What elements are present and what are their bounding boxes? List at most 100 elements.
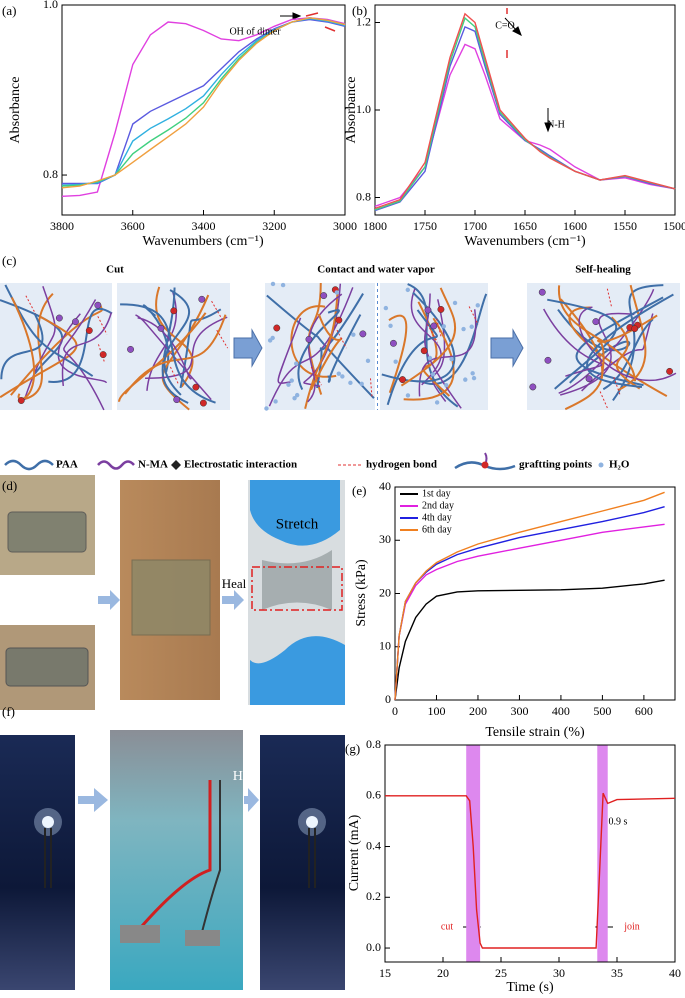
legend-label: 6th day xyxy=(422,524,452,535)
y-tick-label: 0.8 xyxy=(356,189,371,203)
x-tick-label: 1700 xyxy=(463,219,487,233)
water xyxy=(270,281,276,287)
grafting-point xyxy=(437,305,445,313)
legend-label: Electrostatic interaction xyxy=(184,459,297,471)
polymer-chain xyxy=(400,287,457,387)
polymer-chain xyxy=(24,293,54,401)
grafting-point xyxy=(666,367,674,375)
grafting-point xyxy=(430,322,438,330)
water xyxy=(294,361,299,366)
legend-label: 4th day xyxy=(422,512,452,523)
polymer-chain xyxy=(0,312,44,380)
water xyxy=(388,323,393,328)
water xyxy=(286,382,291,387)
hydrogen-bond xyxy=(97,316,108,335)
y-axis-label: Absorbance xyxy=(8,77,23,144)
step-label: Self-healing xyxy=(575,264,631,276)
hydrogen-bond xyxy=(25,295,36,314)
polymer-chain xyxy=(568,306,668,398)
annotation: cut xyxy=(441,921,453,932)
y-tick-label: 0 xyxy=(385,692,391,706)
water xyxy=(280,282,286,288)
polymer-chain xyxy=(0,315,78,399)
water xyxy=(475,303,480,308)
grafting-point xyxy=(199,399,207,407)
photos-d xyxy=(0,475,345,710)
y-axis-label: Absorbance xyxy=(344,77,359,144)
y-tick-label: 0.0 xyxy=(366,940,381,954)
water xyxy=(461,326,466,332)
x-tick-label: 300 xyxy=(510,704,528,718)
legend-label: N-MA xyxy=(138,459,168,471)
grafting-point xyxy=(157,324,165,332)
y-tick-label: 0.2 xyxy=(366,889,381,903)
y-tick-label: 10 xyxy=(379,639,391,653)
polymer-chain xyxy=(297,309,340,390)
y-tick-label: 0.4 xyxy=(366,838,381,852)
x-tick-label: 400 xyxy=(552,704,570,718)
grafting-point xyxy=(544,356,552,364)
polymer-chain xyxy=(118,312,207,402)
photo-text: Stretch xyxy=(276,516,319,532)
grafting-point xyxy=(305,335,313,343)
hydrogen-bond xyxy=(211,300,223,320)
polymer-chain xyxy=(547,298,618,390)
panel-label: (c) xyxy=(2,253,16,268)
water xyxy=(340,374,345,379)
hydrogen-bond xyxy=(606,288,612,307)
x-tick-label: 3400 xyxy=(192,219,216,233)
series-line xyxy=(374,25,676,212)
polymer-chain xyxy=(578,306,677,382)
polymer-chain xyxy=(10,297,36,400)
grafting-point xyxy=(94,301,102,309)
grafting-point xyxy=(273,324,281,332)
process-arrow xyxy=(490,328,524,368)
polymer-chain xyxy=(597,314,658,379)
polymer-chain xyxy=(558,288,655,394)
x-tick-label: 1800 xyxy=(363,219,387,233)
series-line xyxy=(374,16,676,211)
water xyxy=(289,378,294,383)
y-tick-label: 0.6 xyxy=(366,788,381,802)
grafting-point xyxy=(320,292,328,300)
water xyxy=(359,381,364,387)
polymer-chain xyxy=(277,317,302,384)
x-tick-label: 1650 xyxy=(513,219,537,233)
grafting-point xyxy=(173,396,181,404)
series-line xyxy=(385,792,676,949)
legend-label: H₂O xyxy=(609,459,630,471)
water xyxy=(452,300,458,306)
x-tick-label: 35 xyxy=(611,966,623,980)
water xyxy=(471,375,477,381)
polymer-chain xyxy=(403,317,455,401)
water xyxy=(365,358,371,364)
water xyxy=(441,324,446,329)
x-tick-label: 200 xyxy=(469,704,487,718)
legend-water xyxy=(598,462,604,468)
water xyxy=(470,371,475,376)
polymer-chain xyxy=(610,316,641,390)
photo-text: Heal xyxy=(233,769,260,784)
plot-frame xyxy=(384,744,676,963)
series-line xyxy=(394,523,665,701)
panel-label: (f) xyxy=(2,704,15,719)
plot-frame xyxy=(61,4,346,216)
polymer-chain xyxy=(602,318,654,391)
annotation: join xyxy=(623,921,640,932)
water xyxy=(383,305,389,311)
water xyxy=(348,380,353,386)
polymer-chain xyxy=(386,309,438,406)
series-line xyxy=(394,506,665,701)
water xyxy=(336,371,342,376)
step-label: Contact and water vapor xyxy=(317,264,435,276)
panel-label: (d) xyxy=(2,478,17,493)
grafting-point xyxy=(85,327,93,334)
legend-label: 1st day xyxy=(422,488,451,499)
grafting-point xyxy=(55,314,63,322)
water xyxy=(351,332,356,337)
grafting-point xyxy=(389,339,397,347)
y-tick-label: 0.8 xyxy=(43,167,58,181)
hydrogen-bond xyxy=(613,377,621,396)
y-tick-label: 20 xyxy=(379,585,391,599)
